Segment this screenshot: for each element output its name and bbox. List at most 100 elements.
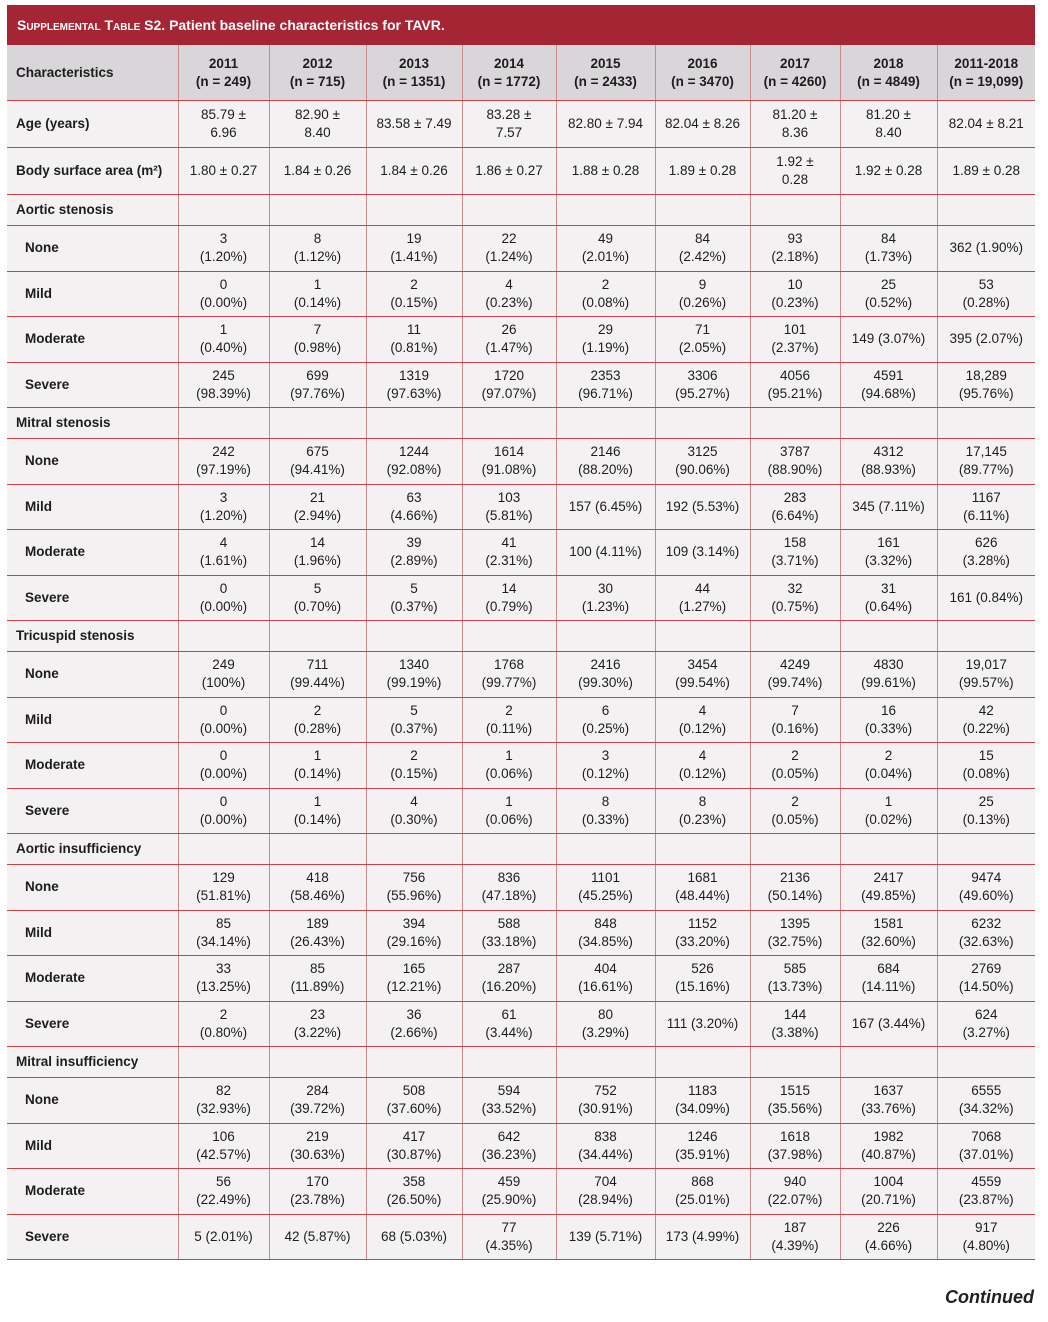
table-cell: 1152 (33.20%): [654, 910, 750, 956]
table-cell: [177, 407, 269, 439]
header-row: Characteristics 2011 (n = 249) 2012 (n = 7…: [7, 45, 1035, 101]
table-cell: 22 (1.24%): [461, 225, 556, 272]
table-row: Severe 0 (0.00%) 5 (0.70%) 5 (0.37%) 14 (0.7…: [7, 575, 1035, 621]
table-cell: [365, 407, 462, 439]
table-cell: 1395 (32.75%): [749, 910, 840, 956]
table-cell: 1618 (37.98%): [749, 1123, 840, 1169]
table-cell: 358 (26.50%): [365, 1168, 462, 1215]
table-cell: 33 (13.25%): [177, 955, 269, 1002]
table-cell: 103 (5.81%): [461, 484, 556, 530]
table-cell: 85 (11.89%): [268, 955, 366, 1002]
table-cell: 17,145 (89.77%): [936, 438, 1035, 485]
table-cell: 1581 (32.60%): [839, 910, 937, 956]
table-cell: 1246 (35.91%): [654, 1123, 750, 1169]
table-cell: 626 (3.28%): [936, 529, 1035, 576]
table-cell: 526 (15.16%): [654, 955, 750, 1002]
column-header-characteristics: Characteristics: [7, 45, 178, 101]
table-cell: 508 (37.60%): [365, 1077, 462, 1124]
table-cell: 5 (0.70%): [268, 575, 366, 621]
table-cell: 7068 (37.01%): [936, 1123, 1035, 1169]
section-header-row: Tricuspid stenosis: [7, 620, 1035, 652]
row-label: Severe: [7, 1214, 178, 1260]
table-row: None 3 (1.20%) 8 (1.12%) 19 (1.41%) 22 (1.24…: [7, 225, 1035, 272]
table-cell: 1 (0.06%): [461, 742, 556, 789]
table-cell: [555, 194, 655, 226]
column-header-year: 2011-2018 (n = 19,099): [936, 45, 1035, 101]
table-cell: 158 (3.71%): [749, 529, 840, 576]
table-cell: 30 (1.23%): [555, 575, 655, 621]
row-label: Aortic stenosis: [7, 194, 178, 226]
table-cell: 395 (2.07%): [936, 316, 1035, 363]
table-cell: 85.79 ± 6.96: [177, 100, 269, 148]
table-cell: 1 (0.06%): [461, 788, 556, 834]
table-cell: 53 (0.28%): [936, 271, 1035, 317]
table-cell: [654, 620, 750, 652]
table-cell: 1 (0.40%): [177, 316, 269, 363]
table-cell: [177, 1046, 269, 1078]
table-cell: 1004 (20.71%): [839, 1168, 937, 1215]
table-cell: 917 (4.80%): [936, 1214, 1035, 1260]
table-cell: 585 (13.73%): [749, 955, 840, 1002]
table-cell: 4830 (99.61%): [839, 651, 937, 698]
table-cell: 838 (34.44%): [555, 1123, 655, 1169]
table-cell: 2146 (88.20%): [555, 438, 655, 485]
table-cell: 10 (0.23%): [749, 271, 840, 317]
table-cell: 284 (39.72%): [268, 1077, 366, 1124]
table-cell: 594 (33.52%): [461, 1077, 556, 1124]
table-cell: 189 (26.43%): [268, 910, 366, 956]
row-label: Moderate: [7, 529, 178, 576]
table-cell: 1.88 ± 0.28: [555, 147, 655, 195]
column-header-year: 2017 (n = 4260): [749, 45, 840, 101]
table-cell: 1614 (91.08%): [461, 438, 556, 485]
section-header-row: Mitral insufficiency: [7, 1046, 1035, 1078]
table-cell: 84 (2.42%): [654, 225, 750, 272]
table-cell: 129 (51.81%): [177, 864, 269, 911]
table-cell: 7 (0.98%): [268, 316, 366, 363]
row-label: Mild: [7, 697, 178, 743]
table-cell: 68 (5.03%): [365, 1214, 462, 1260]
table-cell: 1340 (99.19%): [365, 651, 462, 698]
table-cell: 71 (2.05%): [654, 316, 750, 363]
table-cell: 4312 (88.93%): [839, 438, 937, 485]
table-cell: 81.20 ± 8.36: [749, 100, 840, 148]
row-label: Moderate: [7, 742, 178, 789]
table-cell: 1101 (45.25%): [555, 864, 655, 911]
row-label: Mitral insufficiency: [7, 1046, 178, 1078]
table-cell: 1.89 ± 0.28: [654, 147, 750, 195]
table-cell: 0 (0.00%): [177, 271, 269, 317]
table-cell: 2417 (49.85%): [839, 864, 937, 911]
table-cell: 44 (1.27%): [654, 575, 750, 621]
table-cell: 836 (47.18%): [461, 864, 556, 911]
table-cell: 2 (0.28%): [268, 697, 366, 743]
table-cell: 417 (30.87%): [365, 1123, 462, 1169]
table-cell: 756 (55.96%): [365, 864, 462, 911]
table-cell: 4 (0.12%): [654, 742, 750, 789]
table-cell: [839, 1046, 937, 1078]
table-cell: [268, 620, 366, 652]
table-title: Supplemental Table S2. Patient baseline …: [7, 5, 1035, 45]
table-cell: [839, 194, 937, 226]
column-header-year: 2011 (n = 249): [177, 45, 269, 101]
table-cell: [839, 407, 937, 439]
table-cell: 1720 (97.07%): [461, 362, 556, 408]
table-cell: 82.04 ± 8.26: [654, 100, 750, 148]
table-cell: 144 (3.38%): [749, 1001, 840, 1047]
table-cell: [839, 620, 937, 652]
table-cell: 3 (1.20%): [177, 225, 269, 272]
table-cell: [268, 407, 366, 439]
row-label: Moderate: [7, 316, 178, 363]
table-cell: 1768 (99.77%): [461, 651, 556, 698]
table-cell: 3 (1.20%): [177, 484, 269, 530]
table-cell: 6 (0.25%): [555, 697, 655, 743]
table-cell: 7 (0.16%): [749, 697, 840, 743]
table-cell: 283 (6.64%): [749, 484, 840, 530]
table-cell: 1.84 ± 0.26: [268, 147, 366, 195]
table-cell: 56 (22.49%): [177, 1168, 269, 1215]
table-cell: 1.86 ± 0.27: [461, 147, 556, 195]
table-cell: 684 (14.11%): [839, 955, 937, 1002]
table-cell: 170 (23.78%): [268, 1168, 366, 1215]
table-cell: 11 (0.81%): [365, 316, 462, 363]
table-row: Mild 0 (0.00%) 1 (0.14%) 2 (0.15%) 4 (0.23%)…: [7, 271, 1035, 317]
row-label: None: [7, 225, 178, 272]
table-cell: 245 (98.39%): [177, 362, 269, 408]
